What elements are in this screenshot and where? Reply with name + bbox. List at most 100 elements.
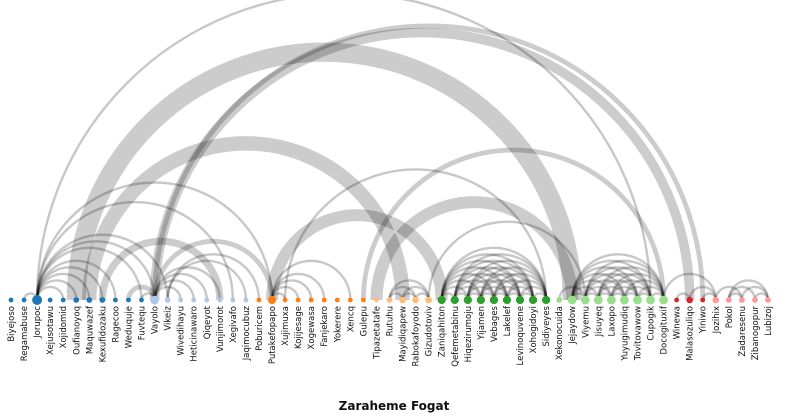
arc-link	[466, 259, 548, 301]
node-label: Rutuhu	[386, 306, 396, 336]
arc-link	[505, 279, 548, 301]
node-marker[interactable]	[567, 295, 577, 305]
node-marker[interactable]	[399, 296, 406, 304]
arc-link	[98, 237, 224, 301]
node-marker[interactable]	[386, 297, 393, 303]
node-marker[interactable]	[150, 295, 159, 305]
arc-link	[153, 272, 208, 301]
node-marker[interactable]	[256, 297, 262, 303]
node-label: Xojidomid	[59, 306, 69, 348]
node-marker[interactable]	[8, 297, 14, 303]
node-label: Biyejoso	[7, 306, 17, 342]
node-label: Xejusotawu	[46, 306, 56, 355]
node-marker[interactable]	[321, 297, 327, 303]
node-marker[interactable]	[282, 297, 288, 303]
node-marker[interactable]	[712, 296, 720, 304]
node-marker[interactable]	[700, 297, 706, 303]
node-marker[interactable]	[765, 297, 771, 303]
node-marker[interactable]	[502, 295, 512, 305]
node-marker[interactable]	[334, 297, 340, 303]
node-marker[interactable]	[267, 295, 277, 305]
node-marker[interactable]	[674, 297, 680, 303]
arc-link	[479, 285, 509, 301]
node-marker[interactable]	[347, 297, 353, 303]
node-marker[interactable]	[295, 297, 301, 303]
arc-link	[518, 285, 548, 301]
node-marker[interactable]	[425, 296, 432, 304]
node-marker[interactable]	[126, 297, 131, 303]
node-marker[interactable]	[243, 297, 249, 303]
arc-link	[610, 285, 639, 301]
node-marker[interactable]	[556, 297, 563, 303]
node-marker[interactable]	[204, 297, 210, 303]
node-marker[interactable]	[21, 297, 27, 303]
arc-link	[479, 279, 522, 301]
node-marker[interactable]	[686, 296, 693, 304]
arc-link	[597, 279, 639, 301]
node-label: Yokerere	[333, 306, 343, 343]
arc-link	[440, 272, 496, 301]
node-marker[interactable]	[515, 295, 525, 305]
node-marker[interactable]	[528, 295, 538, 305]
node-marker[interactable]	[725, 297, 732, 303]
node-label: Fanjekaro	[320, 306, 330, 347]
node-label: Docogituxif	[660, 305, 670, 354]
node-marker[interactable]	[437, 295, 446, 305]
node-marker[interactable]	[738, 297, 745, 303]
arc-link	[35, 181, 274, 301]
arc-link	[662, 272, 717, 301]
arc-link	[35, 233, 169, 301]
node-marker[interactable]	[541, 295, 551, 305]
node-marker[interactable]	[593, 295, 603, 305]
node-label: Tovitovawow	[633, 306, 643, 361]
arc-link	[35, 240, 156, 301]
node-marker[interactable]	[230, 297, 236, 303]
node-marker[interactable]	[191, 297, 197, 303]
node-marker[interactable]	[450, 295, 459, 305]
node-marker[interactable]	[73, 297, 80, 303]
arc-link	[571, 272, 626, 301]
node-marker[interactable]	[217, 297, 223, 303]
node-label: Jaqimocubuz	[242, 305, 252, 361]
node-label: Yijamen	[477, 306, 487, 341]
node-marker[interactable]	[633, 295, 642, 305]
arc-link	[82, 136, 410, 301]
node-marker[interactable]	[178, 297, 184, 303]
node-marker[interactable]	[164, 297, 171, 303]
node-marker[interactable]	[752, 297, 758, 303]
arc-link	[440, 253, 535, 301]
node-marker[interactable]	[32, 295, 43, 305]
node-marker[interactable]	[463, 295, 472, 305]
node-label: Yuyugimudiq	[620, 306, 630, 362]
node-label: Malasozuliqo	[686, 306, 696, 361]
node-marker[interactable]	[646, 295, 655, 305]
node-marker[interactable]	[659, 295, 668, 305]
arc-link	[388, 279, 430, 301]
node-marker[interactable]	[99, 297, 106, 303]
node-marker[interactable]	[60, 297, 66, 303]
node-marker[interactable]	[139, 297, 144, 303]
node-marker[interactable]	[86, 297, 93, 303]
node-marker[interactable]	[476, 295, 486, 305]
node-marker[interactable]	[607, 295, 616, 305]
node-marker[interactable]	[489, 295, 499, 305]
node-marker[interactable]	[412, 296, 419, 304]
node-marker[interactable]	[360, 297, 366, 303]
node-marker[interactable]	[47, 297, 53, 303]
arc-link	[688, 285, 717, 301]
arc-link	[35, 266, 104, 301]
node-label: Sidiyeyes	[542, 305, 552, 346]
node-marker[interactable]	[308, 297, 314, 303]
arc-link	[149, 27, 695, 301]
arc-link	[153, 285, 182, 301]
node-label: Xegivafo	[229, 306, 239, 343]
node-label: Pokol	[725, 306, 735, 328]
node-marker[interactable]	[374, 297, 379, 303]
node-label: Ragecoo	[111, 306, 121, 343]
node-marker[interactable]	[580, 295, 590, 305]
arc-link	[270, 285, 300, 301]
node-marker[interactable]	[113, 297, 118, 303]
arc-link	[388, 285, 417, 301]
node-marker[interactable]	[620, 295, 629, 305]
node-label: Poburicem	[255, 306, 265, 351]
